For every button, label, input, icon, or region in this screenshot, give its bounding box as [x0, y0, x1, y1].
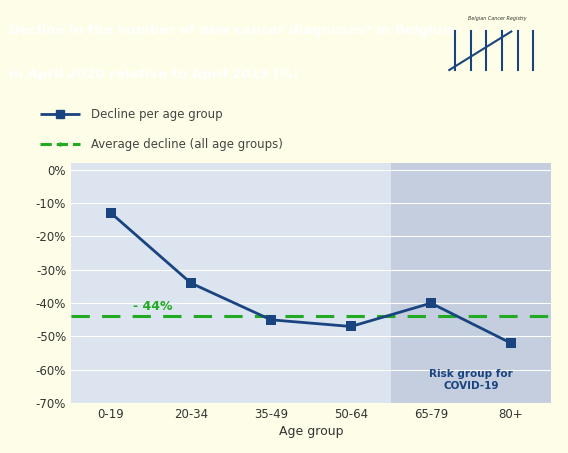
X-axis label: Age group: Age group — [279, 425, 343, 438]
Bar — [391, 163, 551, 403]
Text: Decline in the number of new cancer diagnoses* in Belgium: Decline in the number of new cancer diag… — [9, 24, 456, 37]
Text: Decline per age group: Decline per age group — [91, 108, 223, 120]
Text: Risk group for
COVID-19: Risk group for COVID-19 — [429, 369, 513, 390]
Text: Belgian Cancer Registry: Belgian Cancer Registry — [467, 16, 527, 21]
Text: Average decline (all age groups): Average decline (all age groups) — [91, 138, 283, 150]
Text: in April 2020 relative to April 2019 (%): in April 2020 relative to April 2019 (%) — [9, 67, 298, 81]
Text: - 44%: - 44% — [133, 300, 173, 313]
